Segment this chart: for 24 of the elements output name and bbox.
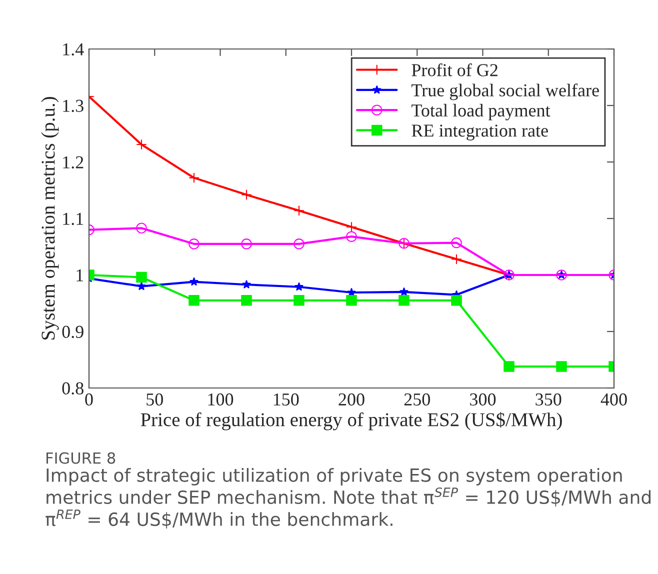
- text: Impact of strategic utilization of private ES on system operation metrics under SEP mechanism. Note that π$^{SEP}$ = 120 US$/MWh and π$^{REP}$ = 64 US$/MWh in the benchmark.: [46, 468, 651, 528]
- y-axis-title: System operation metrics (p.u.): [41, 97, 59, 340]
- y-tick-label: 1: [76, 269, 84, 282]
- y-tick-label: 1.3: [63, 100, 84, 112]
- x-tick-label: 300: [470, 393, 496, 406]
- x-tick-label: 350: [536, 393, 562, 406]
- y-tick-label: 0.8: [62, 382, 84, 395]
- x-tick-label: 150: [274, 393, 299, 406]
- legend-label: RE integration rate: [412, 124, 548, 140]
- x-axis-title: Price of regulation energy of private ES2 (US$/MWh): [140, 412, 562, 430]
- y-tick-label: 1.2: [63, 156, 84, 169]
- x-tick-label: 250: [404, 393, 430, 406]
- x-tick-label: 0: [85, 393, 93, 406]
- legend-label: Total load payment: [412, 104, 550, 120]
- legend-label: True global social welfare: [412, 84, 599, 100]
- x-tick-label: 200: [338, 393, 364, 406]
- y-tick-label: 1.1: [63, 212, 84, 226]
- y-tick-label: 1.4: [63, 43, 84, 56]
- x-tick-label: 50: [146, 393, 163, 406]
- legend-label: Profit of G2: [412, 63, 498, 76]
- y-tick-label: 0.9: [62, 326, 84, 338]
- caption: FIGURE 8: [46, 452, 116, 464]
- x-tick-label: 400: [600, 393, 627, 406]
- x-tick-label: 100: [208, 393, 234, 406]
